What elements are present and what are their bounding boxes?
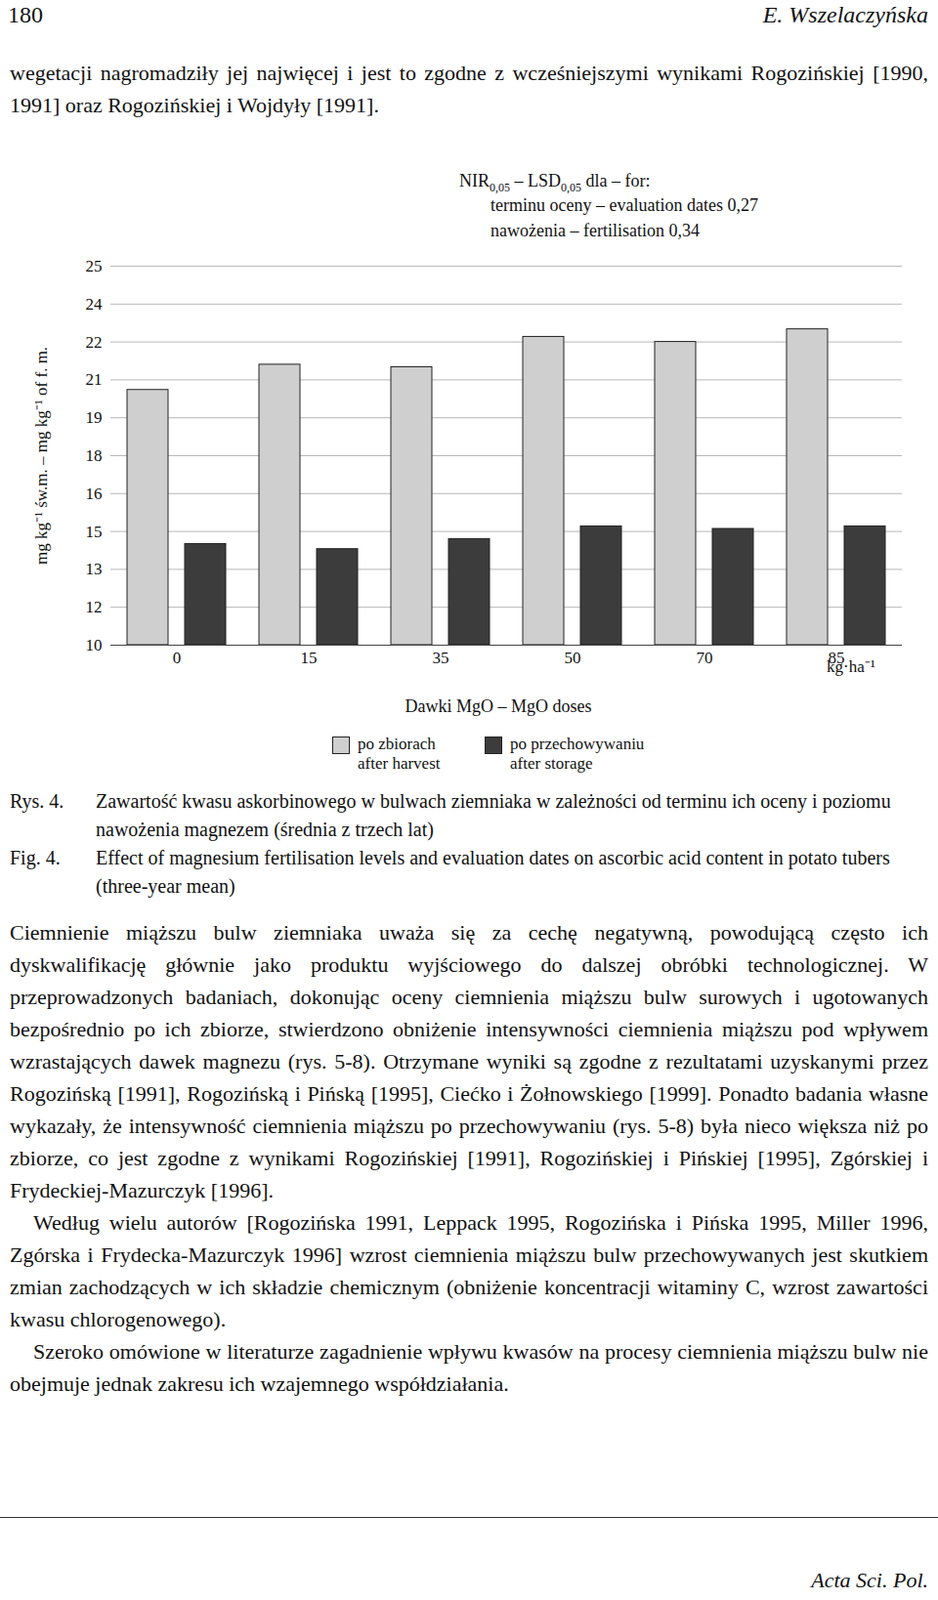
html-text:wegetacji nagromadziły jej naj: wegetacji nagromadziły jej najwięcej i j… xyxy=(9,60,929,118)
svg-text:15: 15 xyxy=(85,522,103,542)
html-text:Effect of magnesium fertilisat: Effect of magnesium fertilisation levels… xyxy=(95,847,890,897)
html-text:po zbiorach: po zbiorach xyxy=(357,734,436,754)
html-text:terminu oceny – evaluation dat: terminu oceny – evaluation dates 0,27 xyxy=(490,195,759,215)
html-text:kg·ha⁻¹: kg·ha⁻¹ xyxy=(826,657,876,677)
svg-text:25: 25 xyxy=(85,256,103,276)
html-text:po przechowywaniu: po przechowywaniu xyxy=(510,734,645,754)
html-text:Szeroko omówione w literaturze: Szeroko omówione w literaturze zagadnien… xyxy=(9,1339,929,1397)
svg-text:22: 22 xyxy=(85,333,103,352)
svg-text:21: 21 xyxy=(85,370,103,389)
svg-text:16: 16 xyxy=(85,484,103,504)
html-text:Zawartość kwasu askorbinowego: Zawartość kwasu askorbinowego w bulwach … xyxy=(95,790,891,841)
html-text:180: 180 xyxy=(7,1,43,28)
html-text:after harvest: after harvest xyxy=(357,754,441,773)
svg-text:24: 24 xyxy=(85,295,104,314)
html-text:Ciemnienie miąższu bulw ziemni: Ciemnienie miąższu bulw ziemniaka uważa … xyxy=(9,920,929,1203)
html-text:Rys. 4.: Rys. 4. xyxy=(9,790,64,812)
svg-text:0: 0 xyxy=(172,648,182,668)
html-text:Acta Sci. Pol.: Acta Sci. Pol. xyxy=(811,1568,929,1593)
svg-text:mg kg⁻¹ św.m. – mg kg⁻¹ of f.: mg kg⁻¹ św.m. – mg kg⁻¹ of f. m. xyxy=(32,346,51,565)
svg-text:19: 19 xyxy=(85,408,103,427)
svg-text:18: 18 xyxy=(85,446,103,466)
svg-text:13: 13 xyxy=(85,559,103,579)
html-text:Dawki MgO – MgO doses: Dawki MgO – MgO doses xyxy=(405,696,592,717)
svg-text:12: 12 xyxy=(85,597,103,617)
svg-text:10: 10 xyxy=(85,636,103,655)
html-text:NIR0,05– LSD0,05dla – for:: NIR0,05– LSD0,05dla – for: xyxy=(459,170,651,195)
html-text:Fig. 4.: Fig. 4. xyxy=(9,847,61,869)
html-text:E. Wszelaczyńska: E. Wszelaczyńska xyxy=(762,1,929,28)
svg-text:35: 35 xyxy=(432,648,450,668)
html-text:nawożenia – fertilisation 0,34: nawożenia – fertilisation 0,34 xyxy=(490,220,700,241)
svg-text:15: 15 xyxy=(300,648,318,668)
html-text:Według wielu autorów [Rogozińs: Według wielu autorów [Rogozińska 1991, L… xyxy=(9,1210,929,1332)
svg-text:50: 50 xyxy=(564,648,582,668)
svg-text:70: 70 xyxy=(696,648,714,668)
html-text:after storage: after storage xyxy=(510,754,593,773)
